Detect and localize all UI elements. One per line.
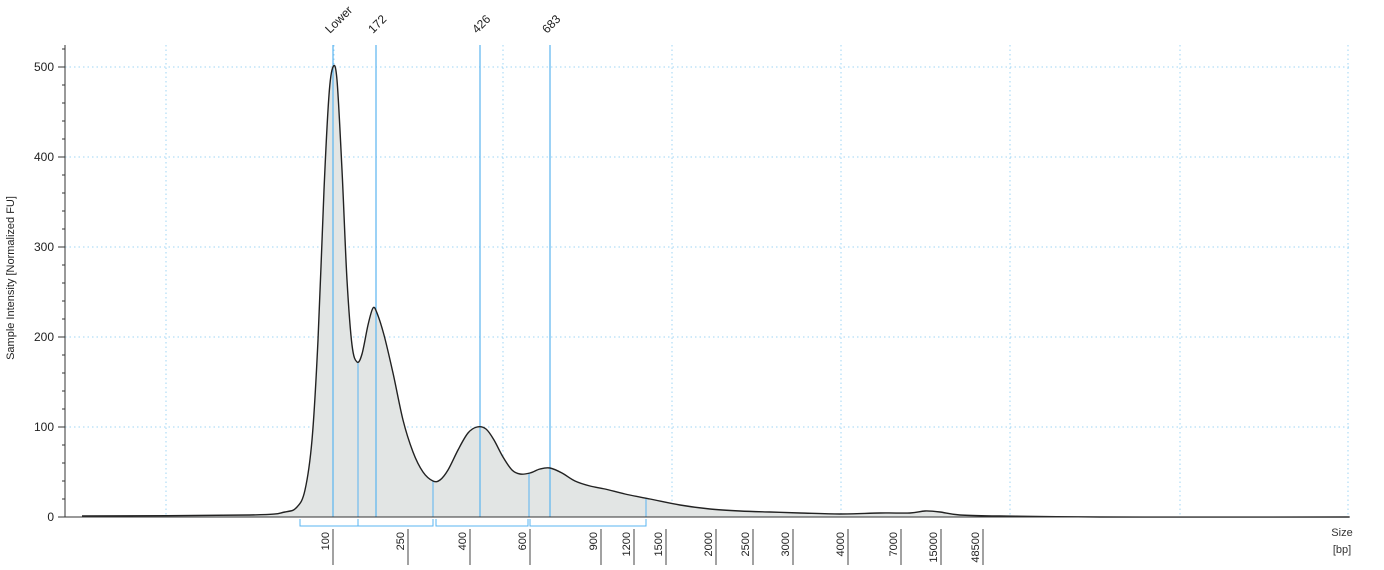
x-tick-label-1: 250	[395, 532, 407, 550]
y-axis-label: Sample Intensity [Normalized FU]	[5, 196, 17, 360]
x-tick-label-4: 900	[588, 532, 600, 550]
x-tick-label-6: 1500	[653, 532, 665, 556]
peak-label-0: Lower	[322, 3, 355, 36]
peak-label-2: 426	[469, 12, 493, 36]
region-bracket-3	[529, 519, 647, 527]
x-ticks: 100 250 400 600 900 1200 1500 2000 2500 3000 4000 7…	[320, 529, 984, 565]
x-tick-label-8: 2500	[740, 532, 752, 556]
y-tick-label-0: 0	[47, 510, 54, 524]
x-tick-label-13: 48500	[970, 532, 982, 563]
grid-lines	[65, 45, 1350, 517]
y-tick-label-4: 400	[34, 150, 54, 164]
region-brackets	[299, 519, 647, 527]
x-axis-unit: [bp]	[1333, 544, 1351, 556]
x-tick-label-12: 15000	[928, 532, 940, 563]
x-tick-label-3: 600	[517, 532, 529, 550]
x-tick-label-0: 100	[320, 532, 332, 550]
trace-line	[81, 64, 1350, 518]
region-dividers	[357, 362, 647, 517]
x-tick-label-11: 7000	[888, 532, 900, 556]
peak-label-1: 172	[365, 12, 389, 36]
x-tick-label-2: 400	[457, 532, 469, 550]
x-tick-label-9: 3000	[780, 532, 792, 556]
x-tick-label-10: 4000	[835, 532, 847, 556]
axes	[62, 45, 1350, 518]
region-bracket-2	[435, 519, 529, 527]
trace-area	[82, 65, 1349, 518]
region-bracket-1	[357, 519, 434, 527]
x-tick-label-7: 2000	[703, 532, 715, 556]
y-tick-label-3: 300	[34, 240, 54, 254]
peak-label-3: 683	[539, 12, 563, 36]
y-tick-label-2: 200	[34, 330, 54, 344]
x-axis-label: Size	[1331, 527, 1352, 539]
x-tick-label-5: 1200	[621, 532, 633, 556]
y-ticks: 0 100 200 300 400 500	[34, 60, 65, 524]
region-bracket-0	[299, 519, 359, 527]
y-tick-label-5: 500	[34, 60, 54, 74]
y-tick-label-1: 100	[34, 420, 54, 434]
